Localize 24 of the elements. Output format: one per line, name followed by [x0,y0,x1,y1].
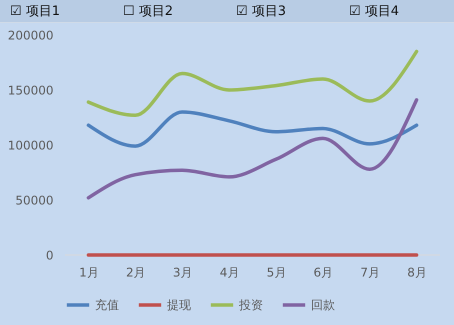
legend-label: 提现 [167,298,191,312]
line-series [86,98,418,200]
text: ☑ 项目4 [348,3,400,20]
x-tick-label: 5月 [266,266,286,280]
x-tick-label: 2月 [126,266,146,280]
line-series [86,50,418,118]
y-tick-label: 150000 [8,84,54,98]
x-tick-label: 8月 [407,266,427,280]
y-tick-label: 50000 [15,194,54,208]
text: ☑ 项目1 [9,3,62,20]
x-tick-label: 3月 [172,266,193,280]
legend-label: 充值 [95,298,119,312]
text: ☐ 项目2 [122,3,174,20]
text: ☑ 项目3 [235,3,288,20]
x-tick-label: 7月 [360,266,380,280]
y-tick-label: 0 [46,248,54,262]
y-tick-label: 200000 [8,28,54,42]
x-tick-label: 1月 [79,266,99,280]
legend-label: 回款 [311,298,335,312]
x-tick-label: 4月 [220,266,240,280]
legend-label: 投资 [238,298,263,312]
y-tick-label: 100000 [8,138,54,152]
line-series [86,110,418,148]
x-tick-label: 6月 [313,266,334,280]
